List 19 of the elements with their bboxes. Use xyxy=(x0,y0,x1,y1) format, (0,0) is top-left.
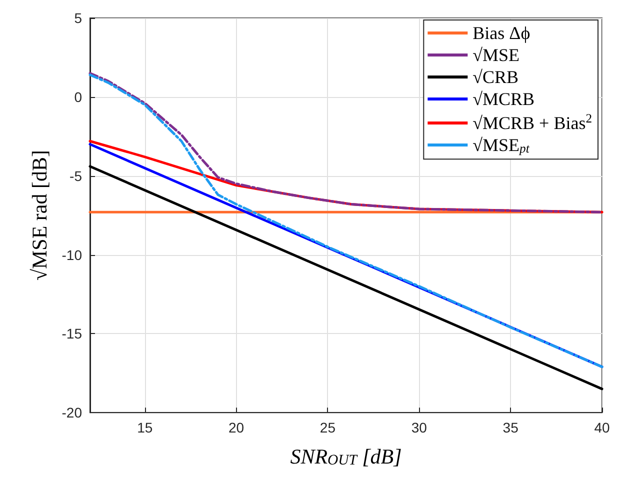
y-tick-label: 5 xyxy=(74,10,82,26)
legend-label: √CRB xyxy=(472,67,519,87)
x-tick-label: 15 xyxy=(137,420,153,436)
y-tick-label: -5 xyxy=(70,168,82,184)
x-tick-label: 30 xyxy=(411,420,428,436)
y-tick-label: 0 xyxy=(74,88,82,105)
x-tick-label: 20 xyxy=(228,420,244,436)
x-tick-label: 25 xyxy=(320,420,336,436)
y-axis-title: √MSE rad [dB] xyxy=(28,150,52,281)
y-tick-label: -10 xyxy=(62,246,82,263)
legend-label: √MCRB xyxy=(472,89,535,109)
legend-label: √MSE xyxy=(472,45,520,65)
legend-label: √MSEpt xyxy=(472,135,530,156)
x-tick-label: 35 xyxy=(502,420,519,436)
y-tick-label: -20 xyxy=(62,404,82,421)
x-tick-label: 40 xyxy=(594,420,610,436)
x-axis-title: SNROUT [dB] xyxy=(290,444,402,468)
y-tick-label: -15 xyxy=(62,326,82,342)
legend-label: Bias Δϕ xyxy=(472,23,530,43)
